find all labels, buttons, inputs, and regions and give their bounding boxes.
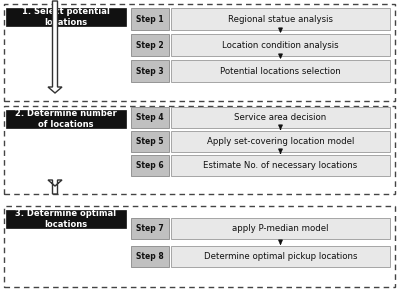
- Text: 3. Determine optimal
locations: 3. Determine optimal locations: [16, 209, 117, 229]
- Bar: [171, 155, 390, 176]
- Bar: [131, 60, 169, 82]
- Bar: [6, 110, 126, 128]
- Bar: [171, 107, 390, 128]
- Text: apply P-median model: apply P-median model: [232, 224, 329, 233]
- Polygon shape: [48, 180, 62, 194]
- Bar: [171, 34, 390, 56]
- Text: Regional statue analysis: Regional statue analysis: [228, 15, 333, 24]
- Bar: [6, 8, 126, 26]
- Bar: [131, 218, 169, 239]
- Bar: [131, 107, 169, 128]
- Text: Potential locations selection: Potential locations selection: [220, 66, 341, 75]
- Text: Step 8: Step 8: [136, 252, 164, 261]
- Text: Step 2: Step 2: [136, 41, 164, 49]
- Bar: [4, 4, 395, 101]
- Bar: [171, 131, 390, 152]
- Text: Estimate No. of necessary locations: Estimate No. of necessary locations: [203, 161, 358, 170]
- Text: Step 5: Step 5: [136, 137, 164, 146]
- Bar: [131, 8, 169, 30]
- Text: Step 7: Step 7: [136, 224, 164, 233]
- Text: Step 6: Step 6: [136, 161, 164, 170]
- Bar: [171, 218, 390, 239]
- Bar: [4, 106, 395, 194]
- Text: Location condition analysis: Location condition analysis: [222, 41, 339, 49]
- Polygon shape: [48, 1, 62, 93]
- Text: Step 4: Step 4: [136, 113, 164, 122]
- Bar: [171, 8, 390, 30]
- Bar: [6, 210, 126, 228]
- Text: Determine optimal pickup locations: Determine optimal pickup locations: [204, 252, 357, 261]
- Bar: [171, 246, 390, 267]
- Text: Step 1: Step 1: [136, 15, 164, 24]
- Bar: [4, 206, 395, 287]
- Bar: [131, 246, 169, 267]
- Bar: [171, 60, 390, 82]
- Bar: [131, 155, 169, 176]
- Text: 1. Select potential
locations: 1. Select potential locations: [22, 7, 110, 27]
- Text: Service area decision: Service area decision: [234, 113, 327, 122]
- Text: Apply set-covering location model: Apply set-covering location model: [207, 137, 354, 146]
- Bar: [131, 131, 169, 152]
- Bar: [131, 34, 169, 56]
- Text: Step 3: Step 3: [136, 66, 164, 75]
- Text: 2. Determine number
of locations: 2. Determine number of locations: [15, 109, 117, 129]
